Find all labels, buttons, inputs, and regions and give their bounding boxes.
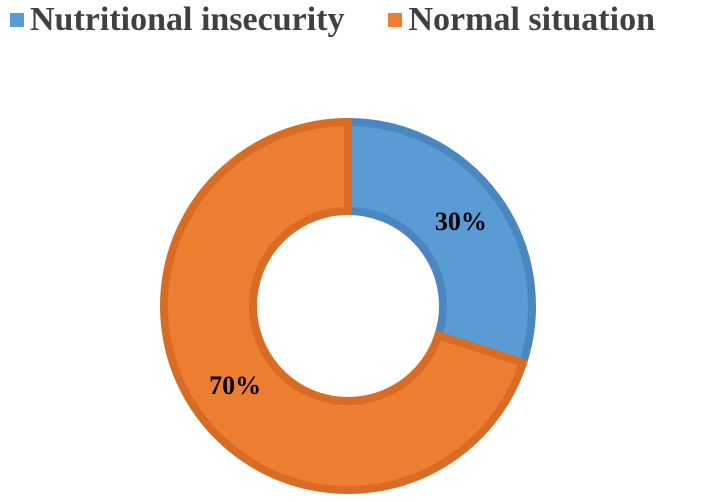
data-label-normal-situation: 70% (209, 371, 261, 400)
legend-item-nutritional-insecurity: Nutritional insecurity (10, 1, 344, 39)
donut-slices (160, 117, 536, 494)
donut-slice-nutritional-insecurity (344, 117, 536, 368)
legend-label-normal-situation: Normal situation (408, 1, 655, 38)
data-label-nutritional-insecurity: 30% (435, 207, 487, 236)
legend-label-nutritional-insecurity: Nutritional insecurity (30, 1, 345, 38)
legend-swatch-nutritional-insecurity (10, 13, 24, 27)
legend-swatch-normal-situation (388, 13, 403, 27)
donut-slice-normal-situation (160, 117, 529, 494)
chart-legend: Nutritional insecurity Normal situation (10, 0, 699, 40)
donut-data-labels: 30% 70% (209, 207, 487, 400)
legend-item-normal-situation: Normal situation (388, 1, 655, 39)
